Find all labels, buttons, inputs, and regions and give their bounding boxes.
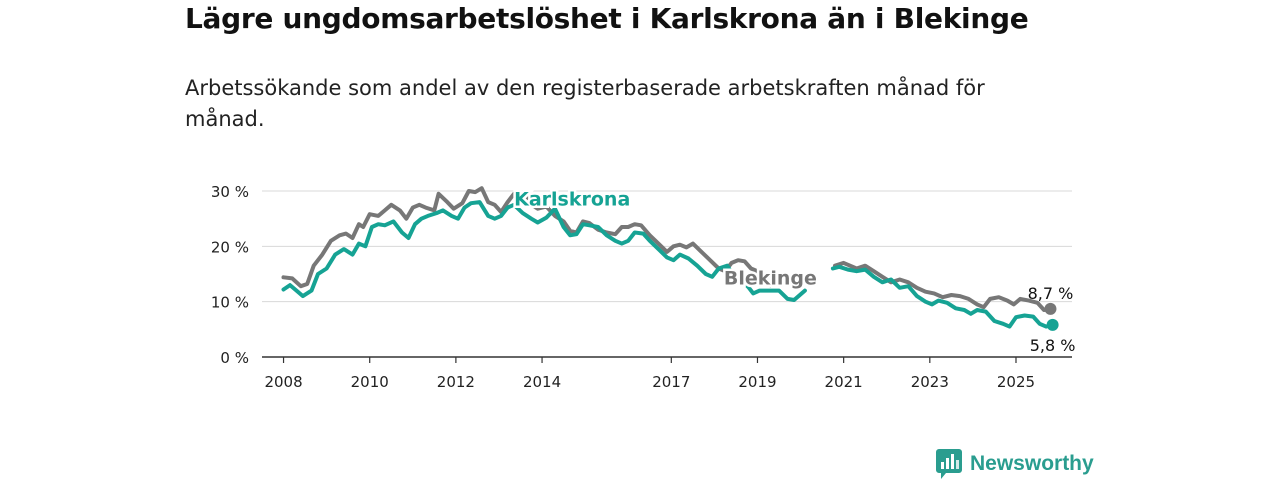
bar-chart-logo-icon <box>936 449 962 479</box>
series-label-blekinge: Blekinge <box>724 268 817 290</box>
y-tick-label: 30 % <box>211 183 249 201</box>
x-tick-label: 2025 <box>997 373 1035 391</box>
series-line-karlskrona-part-1 <box>830 264 1055 329</box>
series-line-karlskrona <box>281 200 807 302</box>
y-tick-label: 10 % <box>211 294 249 312</box>
y-axis: 0 % 10 % 20 % 30 % <box>211 183 249 367</box>
series-lines <box>281 186 1059 331</box>
newsworthy-brand: Newsworthy <box>936 448 1094 480</box>
grid-lines <box>262 190 1072 358</box>
x-tick-label: 2014 <box>523 373 561 391</box>
line-chart: 0 % 10 % 20 % 30 % 2008 2010 2012 2014 2017 2019… <box>211 183 1076 391</box>
series-label-karlskrona: Karlskrona <box>514 188 630 210</box>
x-tick-label: 2017 <box>652 373 690 391</box>
y-tick-label: 20 % <box>211 238 249 256</box>
brand-name: Newsworthy <box>970 452 1094 475</box>
end-point-karlskrona <box>1046 318 1059 331</box>
x-axis: 2008 2010 2012 2014 2017 2019 2021 2023 2025 <box>264 357 1035 391</box>
x-tick-label: 2012 <box>437 373 475 391</box>
x-tick-label: 2023 <box>911 373 949 391</box>
x-tick-label: 2021 <box>825 373 863 391</box>
x-tick-label: 2010 <box>351 373 389 391</box>
x-tick-label: 2008 <box>264 373 302 391</box>
series-line-blekinge <box>281 186 773 289</box>
chart-subtitle: Arbetssökande som andel av den registerb… <box>185 76 985 131</box>
series-labels: 8,7 % 5,8 % Karlskrona Blekinge <box>512 186 1076 355</box>
y-tick-label: 0 % <box>220 349 249 367</box>
chart-title: Lägre ungdomsarbetslöshet i Karlskrona ä… <box>185 2 1029 35</box>
end-point-blekinge <box>1044 302 1057 315</box>
end-value-label-blekinge: 8,7 % <box>1028 284 1074 303</box>
end-value-label-karlskrona: 5,8 % <box>1030 336 1076 355</box>
x-tick-label: 2019 <box>738 373 776 391</box>
series-line-blekinge-part-1 <box>833 260 1053 312</box>
